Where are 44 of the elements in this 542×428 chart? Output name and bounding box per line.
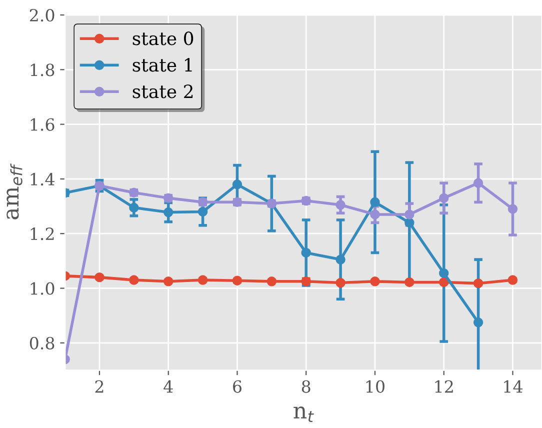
point [438, 268, 449, 278]
x-axis-title: n$_{t}$ [294, 406, 314, 422]
point [336, 200, 346, 210]
point [94, 272, 104, 282]
point [336, 254, 346, 264]
y-axis-title: am$_{eff}$ [6, 163, 22, 220]
point [370, 276, 380, 286]
x-tick-label: 2 [95, 380, 104, 393]
y-tick-label: 0.8 [30, 336, 54, 350]
point [336, 278, 346, 288]
point [370, 210, 380, 220]
point [232, 276, 242, 286]
legend-label: state 1 [132, 58, 192, 72]
point [163, 207, 174, 218]
point [473, 178, 484, 188]
y-tick-label: 1.8 [30, 64, 54, 76]
x-tick-label: 10 [366, 380, 384, 393]
x-tick-label: 8 [302, 380, 310, 393]
x-tick-label: 6 [233, 380, 242, 393]
point [232, 180, 242, 190]
x-tick-label: 12 [435, 380, 453, 393]
y-tick-label: 1.2 [30, 228, 54, 240]
point [129, 275, 139, 285]
point [404, 210, 414, 220]
legend-label: state 0 [132, 32, 194, 46]
point [129, 202, 139, 212]
point [301, 248, 311, 258]
point [438, 277, 449, 288]
x-tick-label: 14 [504, 380, 522, 393]
x-tick-label: 4 [164, 380, 173, 393]
point [473, 318, 484, 328]
point [404, 277, 414, 288]
y-tick-label: 1.4 [30, 172, 54, 186]
y-tick-label: 1.6 [30, 118, 54, 131]
point [438, 193, 449, 203]
point [266, 276, 277, 286]
y-tick-label: 1.0 [30, 282, 54, 295]
point [198, 275, 208, 285]
y-tick-label: 2.0 [30, 8, 54, 22]
point [163, 276, 174, 286]
point [508, 204, 518, 214]
point [198, 206, 208, 217]
point [473, 278, 484, 288]
legend-label: state 2 [132, 84, 193, 98]
